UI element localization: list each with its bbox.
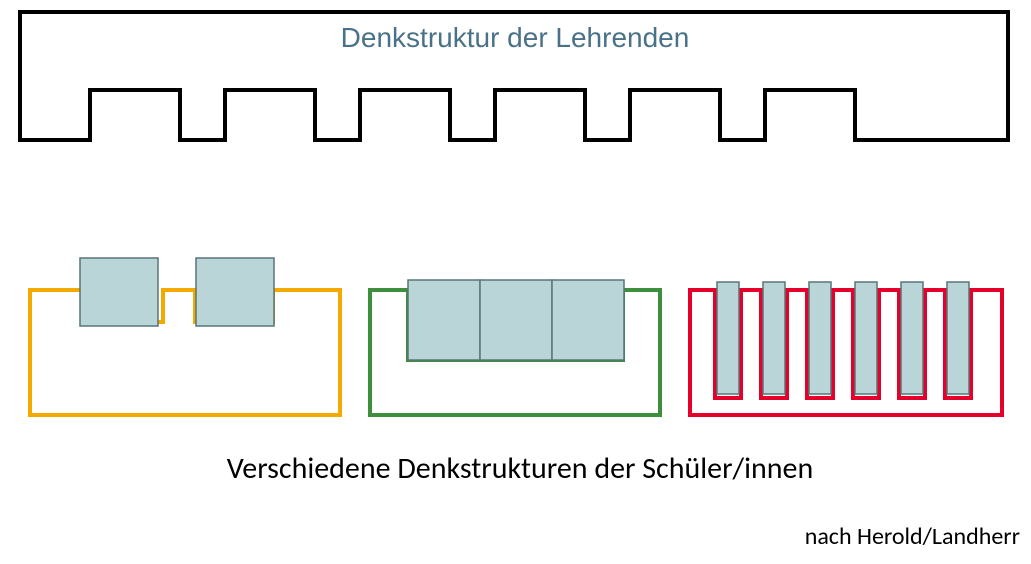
credit-label: nach Herold/Landherr: [740, 522, 1020, 551]
student-block-center-1: [480, 280, 552, 360]
student-block-right-1: [763, 282, 785, 394]
student-block-right-0: [717, 282, 739, 394]
student-block-left-1: [196, 258, 274, 326]
student-block-left-0: [80, 258, 158, 326]
students-label: Verschiedene Denkstrukturen der Schüler/…: [180, 450, 860, 487]
student-comb-left: [30, 290, 340, 415]
teacher-label: Denkstruktur der Lehrenden: [300, 22, 730, 54]
student-block-right-4: [901, 282, 923, 394]
student-block-right-3: [855, 282, 877, 394]
student-block-right-2: [809, 282, 831, 394]
student-block-center-0: [408, 280, 480, 360]
student-block-right-5: [947, 282, 969, 394]
student-block-center-2: [552, 280, 624, 360]
